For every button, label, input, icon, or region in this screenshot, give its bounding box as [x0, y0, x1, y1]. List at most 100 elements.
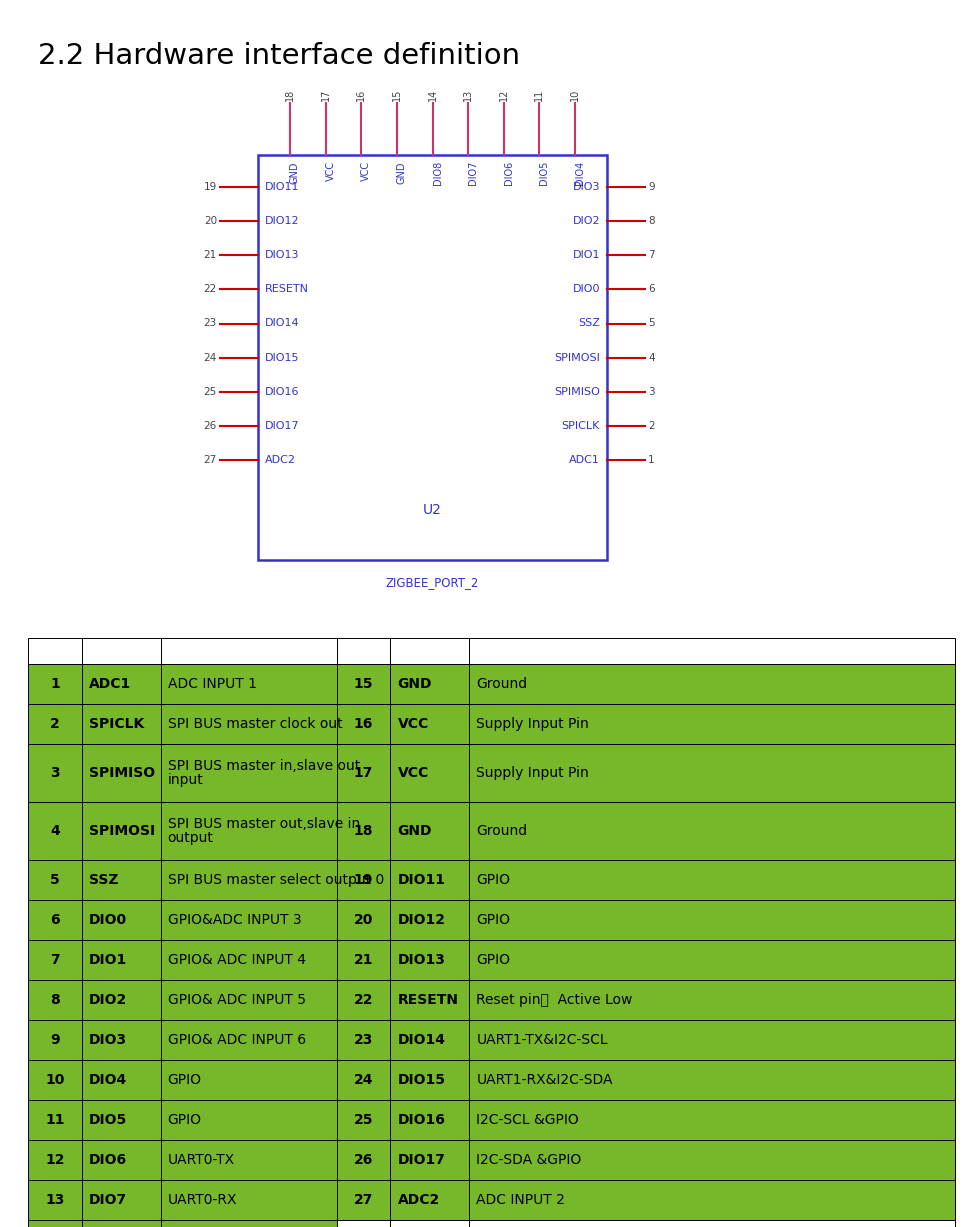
Text: DIO7: DIO7 [468, 161, 478, 185]
Text: DIO17: DIO17 [397, 1153, 446, 1167]
Text: 2: 2 [50, 717, 59, 731]
Bar [28, 1220, 955, 1227]
Text: 10: 10 [570, 88, 580, 101]
Text: DIO8: DIO8 [433, 161, 443, 185]
Text: DIO1: DIO1 [572, 250, 600, 260]
Text: GPIO: GPIO [476, 913, 510, 928]
Text: 21: 21 [354, 953, 374, 967]
Text: 4: 4 [50, 825, 59, 838]
Text: 3: 3 [648, 387, 655, 396]
Text: SPICLK: SPICLK [89, 717, 144, 731]
Text: DIO6: DIO6 [504, 161, 514, 185]
Text: DIO4: DIO4 [575, 161, 585, 185]
Text: output: output [167, 831, 213, 845]
Bar [28, 980, 955, 1020]
Text: ADC1: ADC1 [569, 455, 600, 465]
Text: 11: 11 [45, 1113, 64, 1128]
Text: 8: 8 [648, 216, 655, 226]
Text: Ground: Ground [476, 825, 527, 838]
Text: 10: 10 [45, 1072, 64, 1087]
Text: 13: 13 [463, 88, 473, 101]
Text: 24: 24 [354, 1072, 374, 1087]
Text: ADC2: ADC2 [265, 455, 296, 465]
Text: 3: 3 [50, 766, 59, 780]
Text: DIO0: DIO0 [572, 285, 600, 294]
Bar [28, 744, 955, 802]
Text: 18: 18 [354, 825, 374, 838]
Text: GPIO& ADC INPUT 5: GPIO& ADC INPUT 5 [167, 993, 306, 1007]
Text: 17: 17 [321, 88, 331, 101]
Text: ADC INPUT 2: ADC INPUT 2 [476, 1193, 565, 1207]
Text: I2C-SCL &GPIO: I2C-SCL &GPIO [476, 1113, 579, 1128]
Text: I2C-SDA &GPIO: I2C-SDA &GPIO [476, 1153, 582, 1167]
Text: SSZ: SSZ [578, 319, 600, 329]
Text: 27: 27 [354, 1193, 374, 1207]
Text: 20: 20 [354, 913, 374, 928]
Text: 26: 26 [354, 1153, 374, 1167]
Text: GND: GND [397, 677, 432, 691]
Text: RESETN: RESETN [265, 285, 309, 294]
Bar [28, 744, 955, 802]
Text: 23: 23 [203, 319, 217, 329]
Text: SPICLK: SPICLK [561, 421, 600, 431]
Text: GND: GND [397, 161, 407, 184]
Text: GPIO&ADC INPUT 3: GPIO&ADC INPUT 3 [167, 913, 302, 928]
Text: 19: 19 [354, 872, 374, 887]
Text: Supply Input Pin: Supply Input Pin [476, 766, 589, 780]
Text: DIO2: DIO2 [89, 993, 127, 1007]
Text: SPI BUS master select output 0: SPI BUS master select output 0 [167, 872, 383, 887]
Text: 22: 22 [354, 993, 374, 1007]
Bar [28, 802, 955, 860]
Text: 7: 7 [50, 953, 59, 967]
Text: 1: 1 [648, 455, 655, 465]
Text: 17: 17 [354, 766, 374, 780]
Text: GND: GND [290, 161, 300, 184]
Text: 5: 5 [50, 872, 59, 887]
Text: 13: 13 [45, 1193, 64, 1207]
Text: 24: 24 [203, 352, 217, 363]
Text: 16: 16 [356, 88, 366, 101]
Text: 7: 7 [648, 250, 655, 260]
Text: 9: 9 [50, 1033, 59, 1047]
Bar [28, 704, 955, 744]
Bar [28, 1099, 955, 1140]
Text: DIO4: DIO4 [89, 1072, 127, 1087]
Text: 26: 26 [203, 421, 217, 431]
Text: 23: 23 [354, 1033, 374, 1047]
Text: UART1-TX&I2C-SCL: UART1-TX&I2C-SCL [476, 1033, 608, 1047]
Text: DIO14: DIO14 [397, 1033, 446, 1047]
Bar [28, 638, 955, 664]
Bar [28, 1020, 955, 1060]
Text: 12: 12 [499, 88, 509, 101]
Text: ZIGBEE_PORT_2: ZIGBEE_PORT_2 [386, 575, 479, 589]
Bar [28, 1099, 955, 1140]
Text: 25: 25 [203, 387, 217, 396]
Text: Ground: Ground [476, 677, 527, 691]
Text: DIO16: DIO16 [265, 387, 300, 396]
Text: DIO3: DIO3 [572, 182, 600, 191]
Bar [28, 860, 955, 899]
Text: input: input [167, 773, 203, 787]
Text: 9: 9 [648, 182, 655, 191]
Text: 1: 1 [50, 677, 59, 691]
Text: 6: 6 [648, 285, 655, 294]
Text: DIO13: DIO13 [397, 953, 446, 967]
Text: 27: 27 [203, 455, 217, 465]
Text: SPI BUS master out,slave in: SPI BUS master out,slave in [167, 817, 360, 831]
Text: U2: U2 [423, 503, 442, 517]
Bar [28, 704, 955, 744]
Text: 14: 14 [427, 88, 438, 101]
Bar [28, 1180, 955, 1220]
Text: 21: 21 [203, 250, 217, 260]
Text: DIO13: DIO13 [265, 250, 300, 260]
Text: UART0-RX: UART0-RX [167, 1193, 237, 1207]
Text: ADC1: ADC1 [89, 677, 131, 691]
Text: Supply Input Pin: Supply Input Pin [476, 717, 589, 731]
Text: DIO3: DIO3 [89, 1033, 126, 1047]
Text: SPI BUS master in,slave out: SPI BUS master in,slave out [167, 760, 360, 773]
Text: 20: 20 [204, 216, 217, 226]
Text: 12: 12 [45, 1153, 64, 1167]
Text: 15: 15 [392, 88, 402, 101]
Text: Reset pin，  Active Low: Reset pin， Active Low [476, 993, 632, 1007]
Text: SPIMISO: SPIMISO [89, 766, 155, 780]
